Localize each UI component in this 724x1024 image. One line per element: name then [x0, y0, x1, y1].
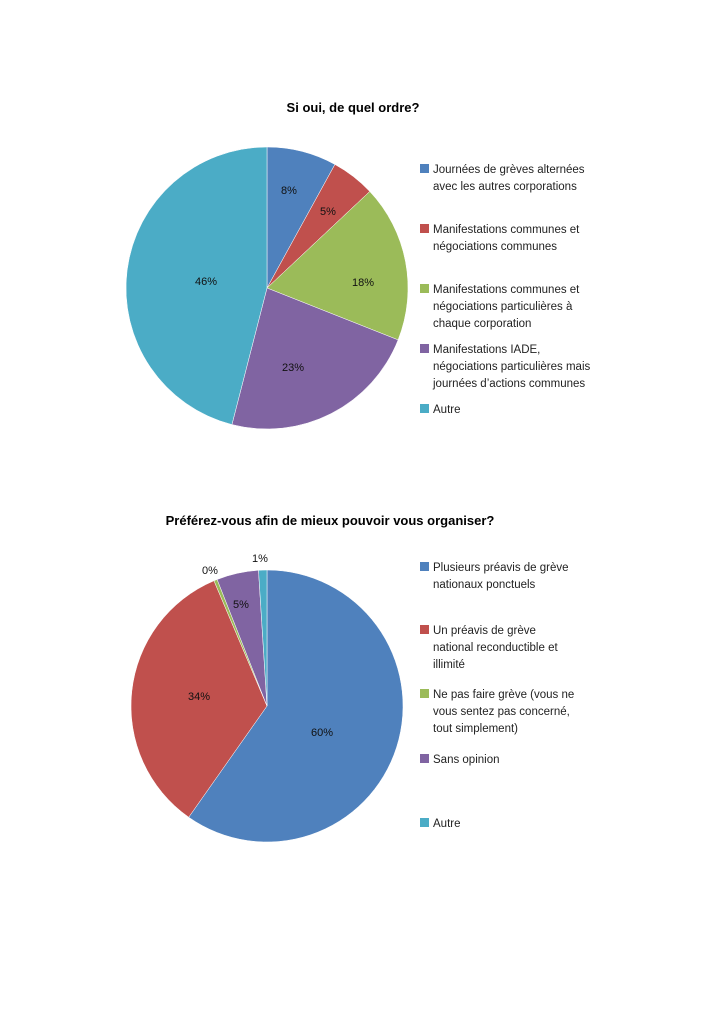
legend-swatch — [420, 689, 429, 698]
legend-item: Un préavis de grève national reconductibl… — [420, 625, 558, 671]
legend-item: Manifestations IADE, négociations particu… — [420, 344, 590, 390]
legend-label: Un préavis de grève — [433, 625, 536, 637]
legend-swatch — [420, 562, 429, 571]
legend-label: Manifestations communes et — [433, 224, 580, 236]
data-label: 0% — [202, 565, 218, 577]
pie-chart-1: Si oui, de quel ordre? 8% 5% 18% 23% 46% Journ… — [125, 100, 590, 430]
legend-item: Manifestations communes et négociations p… — [420, 284, 580, 330]
pie-slice — [130, 580, 268, 818]
data-label: 18% — [352, 277, 374, 289]
legend-label: Manifestations IADE, — [433, 344, 540, 356]
legend-label: négociations particulières mais — [433, 361, 590, 373]
legend-label: négociations particulières à — [433, 301, 573, 313]
legend-label: négociations communes — [433, 241, 557, 253]
legend-label: Plusieurs préavis de grève — [433, 562, 569, 574]
data-label: 1% — [252, 553, 268, 565]
legend-swatch — [420, 344, 429, 353]
legend-label: Autre — [433, 404, 461, 416]
legend-label: nationaux ponctuels — [433, 579, 536, 591]
legend-swatch — [420, 754, 429, 763]
data-label: 34% — [188, 691, 210, 703]
legend-label: Ne pas faire grève (vous ne — [433, 689, 574, 701]
legend-swatch — [420, 818, 429, 827]
data-label: 5% — [320, 206, 336, 218]
legend-item: Journées de grèves alternées avec les aut… — [420, 164, 585, 193]
legend-swatch — [420, 625, 429, 634]
legend-label: Sans opinion — [433, 754, 500, 766]
pie-chart-2: Préférez-vous afin de mieux pouvoir vous… — [130, 513, 574, 843]
legend-swatch — [420, 224, 429, 233]
legend-label: avec les autres corporations — [433, 181, 577, 193]
legend-item: Plusieurs préavis de grève nationaux ponc… — [420, 562, 569, 591]
pie-slice — [231, 287, 399, 430]
legend-item: Autre — [420, 818, 461, 830]
legend-item: Ne pas faire grève (vous ne vous sentez p… — [420, 689, 574, 735]
legend-swatch — [420, 404, 429, 413]
legend-label: journées d’actions communes — [432, 378, 585, 390]
data-label: 60% — [311, 727, 333, 739]
pie-slice — [258, 569, 268, 707]
legend-item: Autre — [420, 404, 461, 416]
legend-swatch — [420, 164, 429, 173]
legend-label: Manifestations communes et — [433, 284, 580, 296]
legend-swatch — [420, 284, 429, 293]
legend-label: tout simplement) — [433, 723, 518, 735]
legend-label: national reconductible et — [433, 642, 558, 654]
legend-label: vous sentez pas concerné, — [433, 706, 570, 718]
data-label: 46% — [195, 276, 217, 288]
legend-label: Autre — [433, 818, 461, 830]
pie-slice — [266, 191, 409, 341]
chart-title: Si oui, de quel ordre? — [287, 100, 420, 115]
legend-item: Sans opinion — [420, 754, 500, 766]
data-label: 5% — [233, 599, 249, 611]
legend-label: chaque corporation — [433, 318, 531, 330]
data-label: 23% — [282, 362, 304, 374]
pie-slice — [125, 146, 268, 425]
legend-label: illimité — [433, 659, 465, 671]
chart-title: Préférez-vous afin de mieux pouvoir vous… — [166, 513, 495, 528]
pie-slice — [188, 569, 404, 843]
legend-item: Manifestations communes et négociations c… — [420, 224, 580, 253]
data-label: 8% — [281, 185, 297, 197]
legend-label: Journées de grèves alternées — [433, 164, 585, 176]
